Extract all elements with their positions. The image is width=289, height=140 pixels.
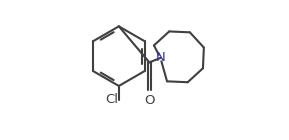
Text: O: O xyxy=(144,94,155,107)
Text: N: N xyxy=(155,51,165,64)
Text: Cl: Cl xyxy=(105,93,118,106)
